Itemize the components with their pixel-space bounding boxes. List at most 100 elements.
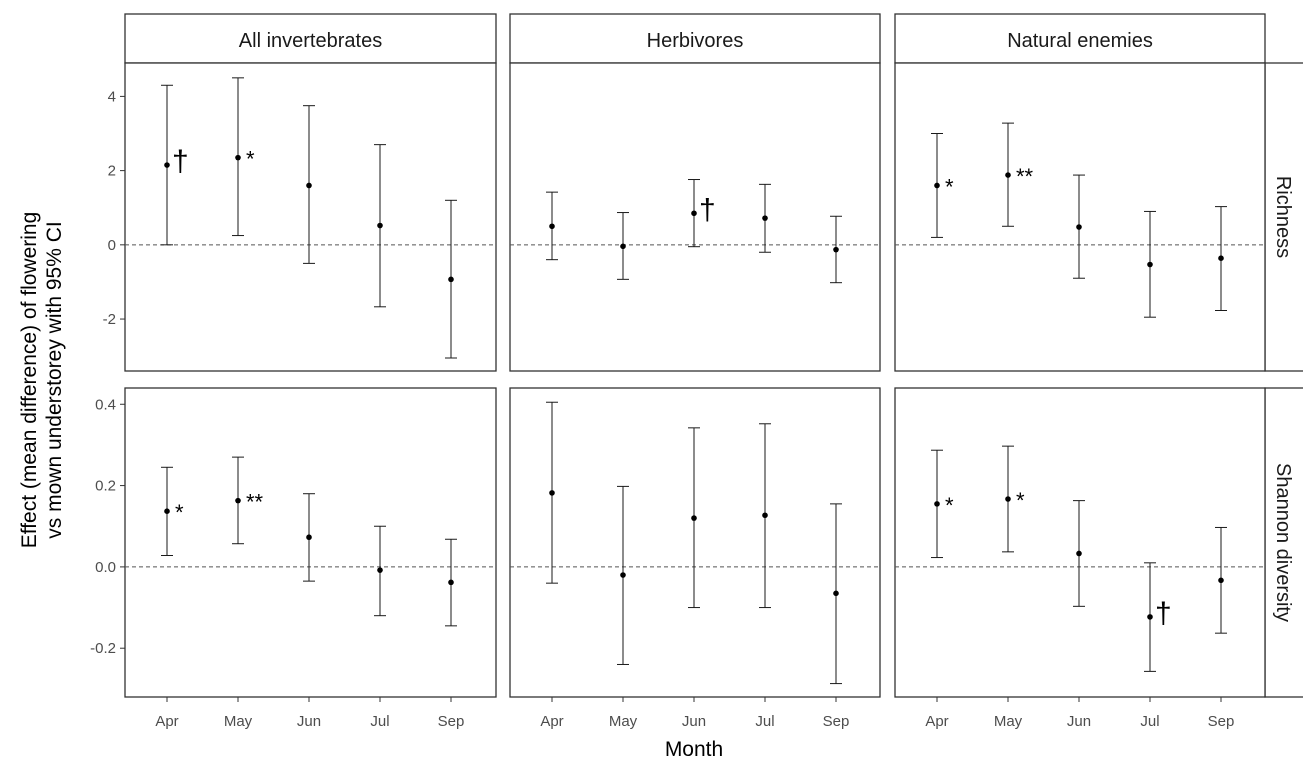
estimate-apr: † bbox=[161, 84, 189, 246]
significance-marker: * bbox=[246, 147, 255, 172]
x-tick-label-jun: Jun bbox=[297, 713, 321, 730]
strip-richness bbox=[1264, 62, 1303, 372]
estimate-sep bbox=[445, 199, 457, 359]
mean-point bbox=[833, 590, 839, 597]
mean-point bbox=[1218, 577, 1224, 584]
panel-border bbox=[894, 62, 1266, 372]
estimate-sep bbox=[445, 538, 457, 627]
estimate-apr bbox=[546, 191, 558, 261]
estimate-apr bbox=[546, 401, 558, 584]
y-tick-label: 0.2 bbox=[95, 478, 116, 495]
y-tick-label: 2 bbox=[108, 163, 116, 180]
estimate-sep bbox=[830, 503, 842, 685]
mean-point bbox=[448, 276, 454, 283]
y-axis-title-line-1: Effect (mean difference) of flowering bbox=[18, 212, 41, 549]
strip-label-shannon-diversity: Shannon diversity bbox=[1272, 463, 1294, 622]
panel-herbivores-richness: † bbox=[509, 62, 881, 372]
mean-point bbox=[235, 154, 241, 161]
significance-marker: † bbox=[1155, 597, 1172, 630]
y-tick-label: 0.4 bbox=[95, 396, 116, 413]
mean-point bbox=[762, 512, 768, 519]
mean-point bbox=[934, 182, 940, 189]
estimate-sep bbox=[1215, 206, 1227, 312]
x-tick-label-jun: Jun bbox=[682, 713, 706, 730]
panel-natural-enemies-shannon-diversity: * * † bbox=[894, 387, 1266, 698]
facet-panels: † *†* *** ** * *† bbox=[124, 62, 1266, 698]
panel-border bbox=[124, 387, 497, 698]
mean-point bbox=[306, 534, 312, 541]
mean-point bbox=[549, 490, 555, 496]
estimate-apr: * bbox=[931, 133, 954, 238]
strip-label-richness: Richness bbox=[1272, 176, 1294, 258]
panel-all-invertebrates-shannon-diversity: * ** bbox=[124, 387, 497, 698]
mean-point bbox=[377, 567, 383, 573]
mean-point bbox=[1218, 255, 1224, 261]
mean-point bbox=[1147, 261, 1153, 268]
x-tick-label-jul: Jul bbox=[755, 713, 774, 730]
estimate-jul bbox=[374, 525, 386, 617]
mean-point bbox=[448, 579, 454, 586]
x-tick-label-sep: Sep bbox=[823, 713, 850, 730]
x-tick-label-apr: Apr bbox=[925, 713, 948, 730]
y-tick-label: 0 bbox=[108, 237, 116, 254]
mean-point bbox=[1076, 550, 1082, 557]
significance-marker: * bbox=[945, 174, 954, 199]
x-tick-label-may: May bbox=[224, 713, 253, 730]
x-tick-label-sep: Sep bbox=[438, 713, 465, 730]
estimate-jul: † bbox=[1144, 562, 1172, 672]
estimate-may: ** bbox=[232, 456, 264, 545]
estimate-may bbox=[617, 212, 629, 280]
estimate-jul bbox=[759, 423, 771, 609]
axes: 4 2 0 -2 0.4 0.2 0.0 -0.2 Apr May Jun Jul Sep Apr May J… bbox=[90, 88, 1234, 730]
y-tick-label: 4 bbox=[108, 88, 116, 105]
estimate-jun bbox=[1073, 500, 1085, 607]
mean-point bbox=[306, 182, 312, 189]
y-tick-label: -0.2 bbox=[90, 640, 116, 657]
estimate-may: * bbox=[232, 77, 255, 237]
panel-herbivores-shannon-diversity bbox=[509, 387, 881, 698]
panel-border bbox=[124, 62, 497, 372]
estimate-jul bbox=[374, 144, 386, 308]
estimate-apr: * bbox=[161, 466, 184, 557]
mean-point bbox=[934, 501, 940, 507]
significance-marker: * bbox=[1016, 488, 1025, 513]
mean-point bbox=[762, 215, 768, 221]
mean-point bbox=[164, 508, 170, 514]
x-tick-label-sep: Sep bbox=[1208, 713, 1235, 730]
x-tick-label-may: May bbox=[609, 713, 638, 730]
mean-point bbox=[549, 223, 555, 230]
y-tick-label: 0.0 bbox=[95, 559, 116, 576]
panel-all-invertebrates-richness: † * bbox=[124, 62, 497, 372]
mean-point bbox=[1076, 224, 1082, 230]
panel-natural-enemies-richness: * ** bbox=[894, 62, 1266, 372]
estimate-may: * bbox=[1002, 445, 1025, 553]
estimate-apr: * bbox=[931, 449, 954, 559]
x-tick-label-may: May bbox=[994, 713, 1023, 730]
mean-point bbox=[691, 515, 697, 521]
estimate-jul bbox=[759, 183, 771, 253]
strip-natural-enemies bbox=[894, 13, 1266, 64]
y-axis-title: Effect (mean difference) of flowering vs… bbox=[18, 212, 66, 549]
strip-label-herbivores: Herbivores bbox=[647, 30, 744, 52]
y-tick-label: -2 bbox=[103, 311, 116, 328]
x-tick-label-apr: Apr bbox=[540, 713, 563, 730]
mean-point bbox=[620, 572, 626, 578]
strip-label-natural-enemies: Natural enemies bbox=[1007, 30, 1153, 52]
x-tick-label-jul: Jul bbox=[370, 713, 389, 730]
mean-point bbox=[235, 497, 241, 504]
mean-point bbox=[377, 222, 383, 229]
panel-border bbox=[509, 387, 881, 698]
strip-shannon-diversity bbox=[1264, 387, 1303, 698]
mean-point bbox=[1005, 172, 1011, 178]
mean-point bbox=[164, 162, 170, 168]
mean-point bbox=[691, 210, 697, 217]
estimate-jun bbox=[303, 493, 315, 582]
x-tick-label-jul: Jul bbox=[1140, 713, 1159, 730]
significance-marker: ** bbox=[246, 490, 264, 515]
strip-label-all-invertebrates: All invertebrates bbox=[239, 30, 382, 52]
y-axis-title-line-2: vs mown understorey with 95% CI bbox=[43, 221, 66, 538]
estimate-jun bbox=[303, 105, 315, 264]
estimate-sep bbox=[1215, 526, 1227, 634]
estimate-sep bbox=[830, 215, 842, 284]
